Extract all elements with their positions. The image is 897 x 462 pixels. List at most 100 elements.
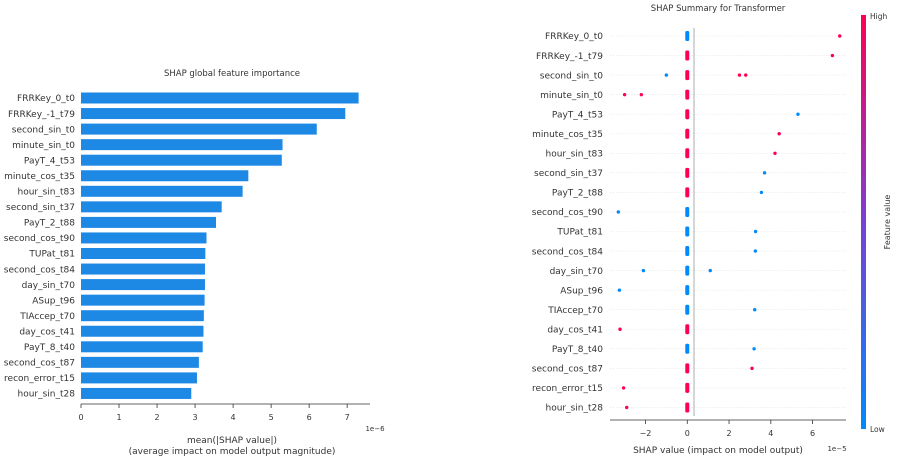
summary-feature-labels: FRRKey_0_t0 FRRKey_-1_t79 second_sin_t0min… — [532, 32, 604, 413]
importance-bar-day_sin_t70 — [81, 279, 205, 291]
summary-tick-label-−2: −2 — [640, 429, 652, 438]
importance-label-FRRKey_0_t0: FRRKey_0_t0 — [17, 94, 75, 104]
summary-cluster-PayT_2_t88 — [685, 187, 690, 198]
summary-tick-label-0: 0 — [685, 429, 690, 438]
summary-label-second_cos_t87: second_cos_t87 — [532, 365, 603, 375]
importance-tick-label-0: 0 — [78, 413, 83, 422]
summary-point-second_sin_t0-2 — [744, 73, 748, 77]
summary-point-PayT_2_t88-0 — [759, 190, 764, 195]
summary-label-PayT_8_t40: PayT_8_t40 — [552, 345, 603, 355]
summary-label-ASup_t96: ASup_t96 — [560, 286, 603, 296]
summary-point-hour_sin_t83-0 — [773, 151, 777, 155]
importance-bar-PayT_2_t88 — [81, 216, 216, 228]
summary-point-ASup_t96-0 — [617, 288, 622, 292]
importance-x-label-line2: (average impact on model output magnitud… — [129, 447, 336, 457]
summary-point-FRRKey_0_t0-0 — [838, 34, 842, 38]
summary-label-PayT_2_t88: PayT_2_t88 — [552, 189, 603, 199]
summary-x-label: SHAP value (impact on model output) — [633, 446, 803, 456]
importance-bar-second_cos_t90 — [81, 232, 207, 244]
importance-label-second_cos_t90: second_cos_t90 — [4, 234, 75, 244]
summary-label-PayT_4_t53: PayT_4_t53 — [552, 110, 603, 120]
importance-tick-label-7: 7 — [345, 413, 350, 422]
importance-label-TUPat_t81: TUPat_t81 — [28, 250, 75, 260]
summary-point-second_cos_t90-0 — [616, 210, 621, 214]
summary-cluster-minute_sin_t0 — [685, 89, 690, 100]
summary-label-second_cos_t84: second_cos_t84 — [532, 247, 603, 257]
importance-bar-hour_sin_t28 — [81, 387, 192, 399]
summary-label-day_cos_t41: day_cos_t41 — [547, 325, 603, 335]
importance-tick-label-1: 1 — [116, 413, 121, 422]
importance-label-PayT_4_t53: PayT_4_t53 — [24, 156, 75, 166]
importance-bar-PayT_8_t40 — [81, 341, 203, 353]
summary-point-second_cos_t84-0 — [753, 249, 758, 253]
summary-point-hour_sin_t28-0 — [625, 405, 629, 410]
importance-label-minute_cos_t35: minute_cos_t35 — [4, 172, 75, 182]
importance-bar-PayT_4_t53 — [81, 154, 282, 166]
summary-tick-label-2: 2 — [726, 429, 731, 438]
importance-bar-recon_error_t15 — [81, 372, 197, 384]
importance-tick-label-6: 6 — [307, 413, 312, 422]
summary-point-PayT_4_t53-0 — [796, 112, 800, 116]
importance-chart-title: SHAP global feature importance — [164, 69, 300, 79]
summary-cluster-TIAccep_t70 — [685, 304, 690, 315]
summary-cluster-ASup_t96 — [685, 285, 690, 296]
summary-cluster-FRRKey_0_t0 — [685, 31, 690, 41]
importance-tick-label-4: 4 — [231, 413, 236, 422]
importance-label-PayT_8_t40: PayT_8_t40 — [24, 343, 75, 353]
importance-label-hour_sin_t28: hour_sin_t28 — [18, 390, 76, 400]
importance-label-day_cos_t41: day_cos_t41 — [19, 327, 75, 337]
colorbar — [861, 15, 866, 429]
importance-bar-TUPat_t81 — [81, 248, 206, 259]
summary-point-FRRKey_-1_t79-0 — [830, 53, 835, 58]
summary-label-hour_sin_t83: hour_sin_t83 — [546, 150, 604, 160]
summary-cluster-minute_cos_t35 — [685, 128, 690, 139]
importance-bar-second_cos_t87 — [81, 356, 199, 368]
summary-points — [616, 34, 842, 410]
summary-clusters — [685, 31, 690, 413]
importance-label-PayT_2_t88: PayT_2_t88 — [24, 219, 75, 229]
summary-cluster-second_cos_t84 — [685, 246, 690, 257]
summary-cluster-second_cos_t90 — [685, 206, 690, 217]
importance-feature-labels: FRRKey_0_t0 FRRKey_-1_t79 second_sin_t0min… — [4, 94, 76, 399]
importance-chart: SHAP global feature importance FRRKey_0_… — [4, 69, 385, 457]
summary-point-TIAccep_t70-0 — [753, 308, 757, 312]
summary-label-second_sin_t37: second_sin_t37 — [534, 169, 603, 179]
summary-cluster-PayT_8_t40 — [685, 343, 690, 354]
summary-cluster-day_sin_t70 — [685, 265, 690, 276]
summary-label-FRRKey_0_t0: FRRKey_0_t0 — [545, 32, 603, 42]
summary-cluster-FRRKey_-1_t79 — [685, 50, 690, 61]
summary-cluster-second_cos_t87 — [685, 363, 690, 374]
summary-point-minute_sin_t0-0 — [622, 92, 627, 97]
colorbar-high-label: High — [870, 12, 887, 21]
importance-bar-minute_cos_t35 — [81, 170, 249, 182]
summary-point-second_cos_t87-0 — [750, 366, 754, 371]
summary-cluster-second_sin_t37 — [685, 167, 690, 178]
summary-cluster-hour_sin_t28 — [685, 402, 690, 413]
importance-bar-ASup_t96 — [81, 294, 205, 306]
importance-x-ticks: 0 1 2 3 4 5 6 7 — [78, 404, 350, 422]
importance-label-second_cos_t84: second_cos_t84 — [4, 265, 75, 275]
summary-point-day_sin_t70-0 — [641, 268, 646, 273]
importance-tick-label-5: 5 — [269, 413, 274, 422]
summary-label-second_cos_t90: second_cos_t90 — [532, 208, 603, 218]
summary-point-second_sin_t37-0 — [762, 171, 767, 175]
summary-label-recon_error_t15: recon_error_t15 — [532, 384, 603, 394]
summary-chart-title: SHAP Summary for Transformer — [651, 4, 786, 14]
summary-label-minute_cos_t35: minute_cos_t35 — [532, 130, 603, 140]
importance-bar-second_cos_t84 — [81, 263, 205, 275]
importance-label-minute_sin_t0: minute_sin_t0 — [12, 141, 75, 151]
importance-bar-TIAccep_t70 — [81, 310, 204, 322]
importance-label-FRRKey_-1_t79: FRRKey_-1_t79 — [8, 110, 75, 120]
summary-point-second_sin_t0-1 — [737, 73, 742, 77]
summary-cluster-second_sin_t0 — [685, 70, 690, 81]
importance-bars — [81, 92, 359, 399]
summary-label-second_sin_t0: second_sin_t0 — [540, 71, 604, 81]
importance-label-second_sin_t37: second_sin_t37 — [6, 203, 75, 213]
summary-point-second_sin_t0-0 — [664, 73, 669, 77]
importance-label-hour_sin_t83: hour_sin_t83 — [18, 188, 76, 198]
summary-cluster-hour_sin_t83 — [685, 148, 690, 159]
summary-cluster-TUPat_t81 — [685, 226, 690, 237]
summary-x-ticks: −2 0 2 4 6 — [640, 420, 815, 438]
summary-chart: SHAP Summary for Transformer FRRKey_0_t0… — [532, 4, 892, 456]
